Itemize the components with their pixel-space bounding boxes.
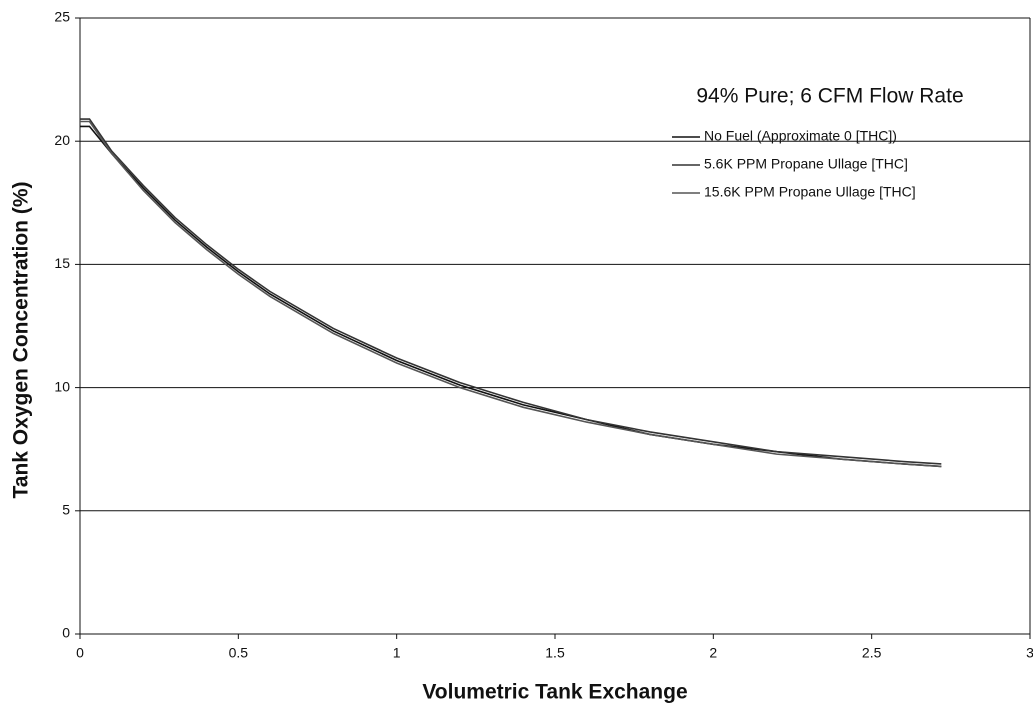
- y-tick-label: 20: [54, 132, 70, 148]
- x-tick-label: 2: [709, 645, 717, 661]
- legend-label: 5.6K PPM Propane Ullage [THC]: [704, 156, 908, 172]
- y-tick-label: 25: [54, 9, 70, 25]
- y-tick-label: 15: [54, 255, 70, 271]
- x-tick-label: 0: [76, 645, 84, 661]
- x-tick-label: 2.5: [862, 645, 882, 661]
- y-tick-label: 10: [54, 378, 70, 394]
- chart-title: 94% Pure; 6 CFM Flow Rate: [696, 85, 963, 108]
- legend-label: 15.6K PPM Propane Ullage [THC]: [704, 184, 916, 200]
- series-line: [80, 120, 942, 468]
- legend-label: No Fuel (Approximate 0 [THC]): [704, 128, 897, 144]
- x-tick-label: 1: [393, 645, 401, 661]
- series-line: [80, 125, 942, 468]
- x-tick-label: 0.5: [229, 645, 249, 661]
- x-tick-label: 3: [1026, 645, 1033, 661]
- y-tick-label: 0: [62, 625, 70, 641]
- y-tick-label: 5: [62, 502, 70, 518]
- x-tick-label: 1.5: [545, 645, 565, 661]
- y-axis-title: Tank Oxygen Concentration (%): [10, 182, 33, 499]
- series-line: [80, 118, 942, 465]
- x-axis-title: Volumetric Tank Exchange: [422, 681, 687, 704]
